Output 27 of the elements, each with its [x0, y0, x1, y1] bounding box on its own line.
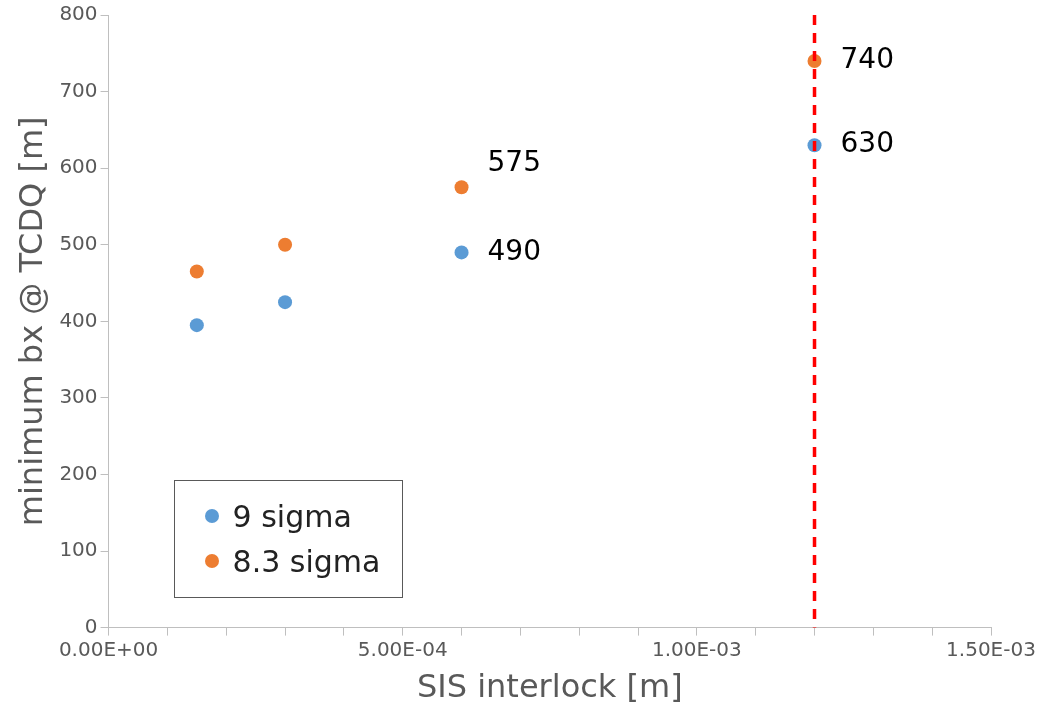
point [189, 264, 204, 279]
y-tick-label: 100 [59, 537, 98, 562]
x-axis-title: SIS interlock [m] [416, 667, 683, 706]
point [454, 180, 469, 195]
y-tick-label: 800 [59, 1, 98, 26]
y-tick-label: 500 [59, 230, 98, 255]
x-tick-label: 0.00E+00 [58, 636, 159, 661]
x-tick-label: 1.00E-03 [651, 636, 742, 661]
point [454, 245, 469, 260]
y-tick-label: 0 [84, 613, 98, 638]
legend-label: 9 sigma [232, 498, 352, 534]
point [278, 237, 293, 252]
point [189, 318, 204, 333]
x-tick-label: 1.50E-03 [946, 636, 1036, 661]
y-tick-label: 700 [59, 77, 98, 102]
y-tick-label: 200 [59, 460, 98, 485]
y-axis-title: minimum bx @ TCDQ [m] [11, 116, 50, 527]
legend-label: 8.3 sigma [232, 543, 381, 579]
data-label: 575 [487, 144, 541, 178]
point [278, 295, 293, 310]
data-label: 630 [840, 126, 894, 160]
data-label: 490 [487, 233, 541, 267]
y-tick-label: 400 [59, 307, 98, 332]
data-label: 740 [840, 42, 894, 76]
x-tick-label: 5.00E-04 [357, 636, 448, 661]
y-tick-label: 300 [59, 384, 98, 409]
y-tick-label: 600 [59, 154, 98, 179]
